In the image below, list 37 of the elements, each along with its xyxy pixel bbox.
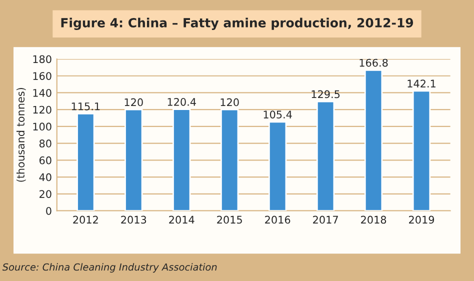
data-label: 166.8	[360, 58, 388, 67]
y-tick-label: 60	[39, 156, 52, 164]
x-tick-label: 2019	[409, 216, 434, 224]
x-tick-label: 2016	[265, 216, 290, 224]
x-tick-label: 2014	[169, 216, 194, 224]
bar	[412, 90, 431, 211]
data-label: 115.1	[72, 102, 100, 110]
bar	[124, 108, 143, 211]
bar	[220, 108, 239, 211]
y-tick-label: 40	[39, 173, 52, 182]
x-tick-label: 2015	[217, 216, 242, 224]
y-tick-label: 80	[39, 140, 52, 148]
data-label: 120	[220, 98, 239, 106]
y-tick-label: 160	[33, 72, 52, 80]
x-tick-label: 2012	[73, 216, 98, 224]
bar	[316, 100, 335, 211]
y-tick-label: 120	[33, 106, 52, 114]
x-tick-label: 2013	[121, 216, 146, 224]
data-label: 105.4	[264, 110, 292, 118]
y-tick-label: 100	[33, 122, 52, 131]
y-axis-title: (thousand tonnes)	[16, 88, 26, 182]
x-tick-label: 2018	[361, 216, 386, 224]
data-label: 142.1	[408, 80, 436, 88]
x-tick-label: 2017	[313, 216, 338, 224]
data-label: 120.4	[168, 98, 196, 106]
bar	[172, 108, 191, 211]
bar	[76, 113, 95, 211]
y-tick-label: 140	[33, 88, 52, 97]
y-tick-label: 0	[46, 206, 52, 215]
y-tick-label: 180	[33, 55, 52, 64]
chart-title: Figure 4: China – Fatty amine production, 2012-19	[61, 18, 414, 30]
data-label: 120	[124, 98, 143, 106]
bar	[268, 121, 287, 211]
bar	[364, 69, 383, 211]
source-note: Source: China Cleaning Industry Association	[2, 263, 217, 273]
y-tick-label: 20	[40, 190, 52, 198]
data-label: 129.5	[312, 90, 340, 98]
